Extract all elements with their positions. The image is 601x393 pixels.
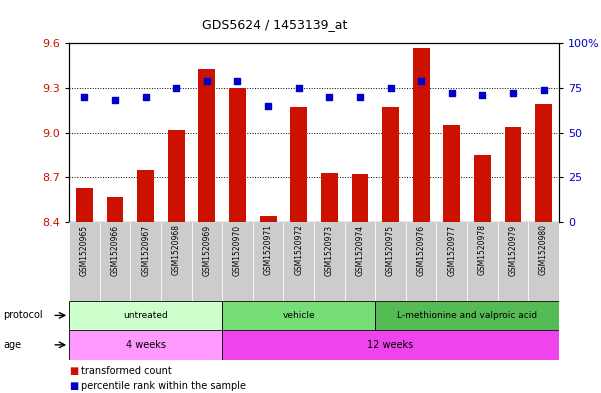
Bar — [505, 127, 522, 222]
Bar — [253, 222, 284, 301]
Point — [79, 94, 89, 100]
Bar — [100, 222, 130, 301]
Point — [171, 85, 181, 91]
Bar — [76, 188, 93, 222]
Text: GSM1520975: GSM1520975 — [386, 224, 395, 275]
Bar — [137, 170, 154, 222]
Bar — [382, 107, 399, 222]
Bar — [467, 222, 498, 301]
Bar — [375, 301, 559, 330]
Bar — [106, 197, 123, 222]
Text: GSM1520980: GSM1520980 — [539, 224, 548, 275]
Bar — [352, 174, 368, 222]
Text: GSM1520965: GSM1520965 — [80, 224, 89, 275]
Bar — [528, 222, 559, 301]
Text: percentile rank within the sample: percentile rank within the sample — [81, 381, 246, 391]
Bar — [69, 222, 100, 301]
Bar — [161, 222, 192, 301]
Bar — [444, 125, 460, 222]
Text: age: age — [3, 340, 21, 350]
Bar — [284, 222, 314, 301]
Point — [355, 94, 365, 100]
Point — [416, 78, 426, 84]
Point — [447, 90, 457, 96]
Text: GSM1520977: GSM1520977 — [447, 224, 456, 275]
Text: GDS5624 / 1453139_at: GDS5624 / 1453139_at — [202, 18, 347, 31]
Point — [294, 85, 304, 91]
Text: GSM1520971: GSM1520971 — [264, 224, 273, 275]
Bar — [436, 222, 467, 301]
Bar — [222, 222, 253, 301]
Bar — [222, 330, 559, 360]
Point — [263, 103, 273, 109]
Text: GSM1520967: GSM1520967 — [141, 224, 150, 275]
Point — [539, 86, 549, 93]
Bar — [321, 173, 338, 222]
Point — [202, 78, 212, 84]
Bar — [260, 216, 276, 222]
Text: ■: ■ — [69, 381, 78, 391]
Point — [141, 94, 150, 100]
Text: protocol: protocol — [3, 310, 43, 320]
Text: ■: ■ — [69, 366, 78, 376]
Text: GSM1520976: GSM1520976 — [416, 224, 426, 275]
Bar — [192, 222, 222, 301]
Text: GSM1520969: GSM1520969 — [203, 224, 212, 275]
Text: vehicle: vehicle — [282, 311, 315, 320]
Point — [478, 92, 487, 98]
Point — [233, 78, 242, 84]
Bar — [222, 301, 375, 330]
Bar — [130, 222, 161, 301]
Text: 12 weeks: 12 weeks — [367, 340, 413, 350]
Text: untreated: untreated — [123, 311, 168, 320]
Text: GSM1520974: GSM1520974 — [355, 224, 364, 275]
Text: GSM1520978: GSM1520978 — [478, 224, 487, 275]
Bar — [314, 222, 344, 301]
Text: GSM1520968: GSM1520968 — [172, 224, 181, 275]
Text: GSM1520973: GSM1520973 — [325, 224, 334, 275]
Bar — [474, 155, 491, 222]
Point — [325, 94, 334, 100]
Text: GSM1520979: GSM1520979 — [508, 224, 517, 275]
Bar — [168, 130, 185, 222]
Text: 4 weeks: 4 weeks — [126, 340, 166, 350]
Text: transformed count: transformed count — [81, 366, 172, 376]
Point — [110, 97, 120, 104]
Bar — [229, 88, 246, 222]
Bar — [69, 301, 222, 330]
Text: GSM1520966: GSM1520966 — [111, 224, 120, 275]
Text: L-methionine and valproic acid: L-methionine and valproic acid — [397, 311, 537, 320]
Bar — [406, 222, 436, 301]
Bar — [344, 222, 375, 301]
Bar — [198, 68, 215, 222]
Bar — [535, 104, 552, 222]
Text: GSM1520970: GSM1520970 — [233, 224, 242, 275]
Bar — [413, 48, 430, 222]
Point — [508, 90, 518, 96]
Point — [386, 85, 395, 91]
Bar — [498, 222, 528, 301]
Bar — [69, 330, 222, 360]
Bar — [375, 222, 406, 301]
Bar — [290, 107, 307, 222]
Text: GSM1520972: GSM1520972 — [294, 224, 304, 275]
